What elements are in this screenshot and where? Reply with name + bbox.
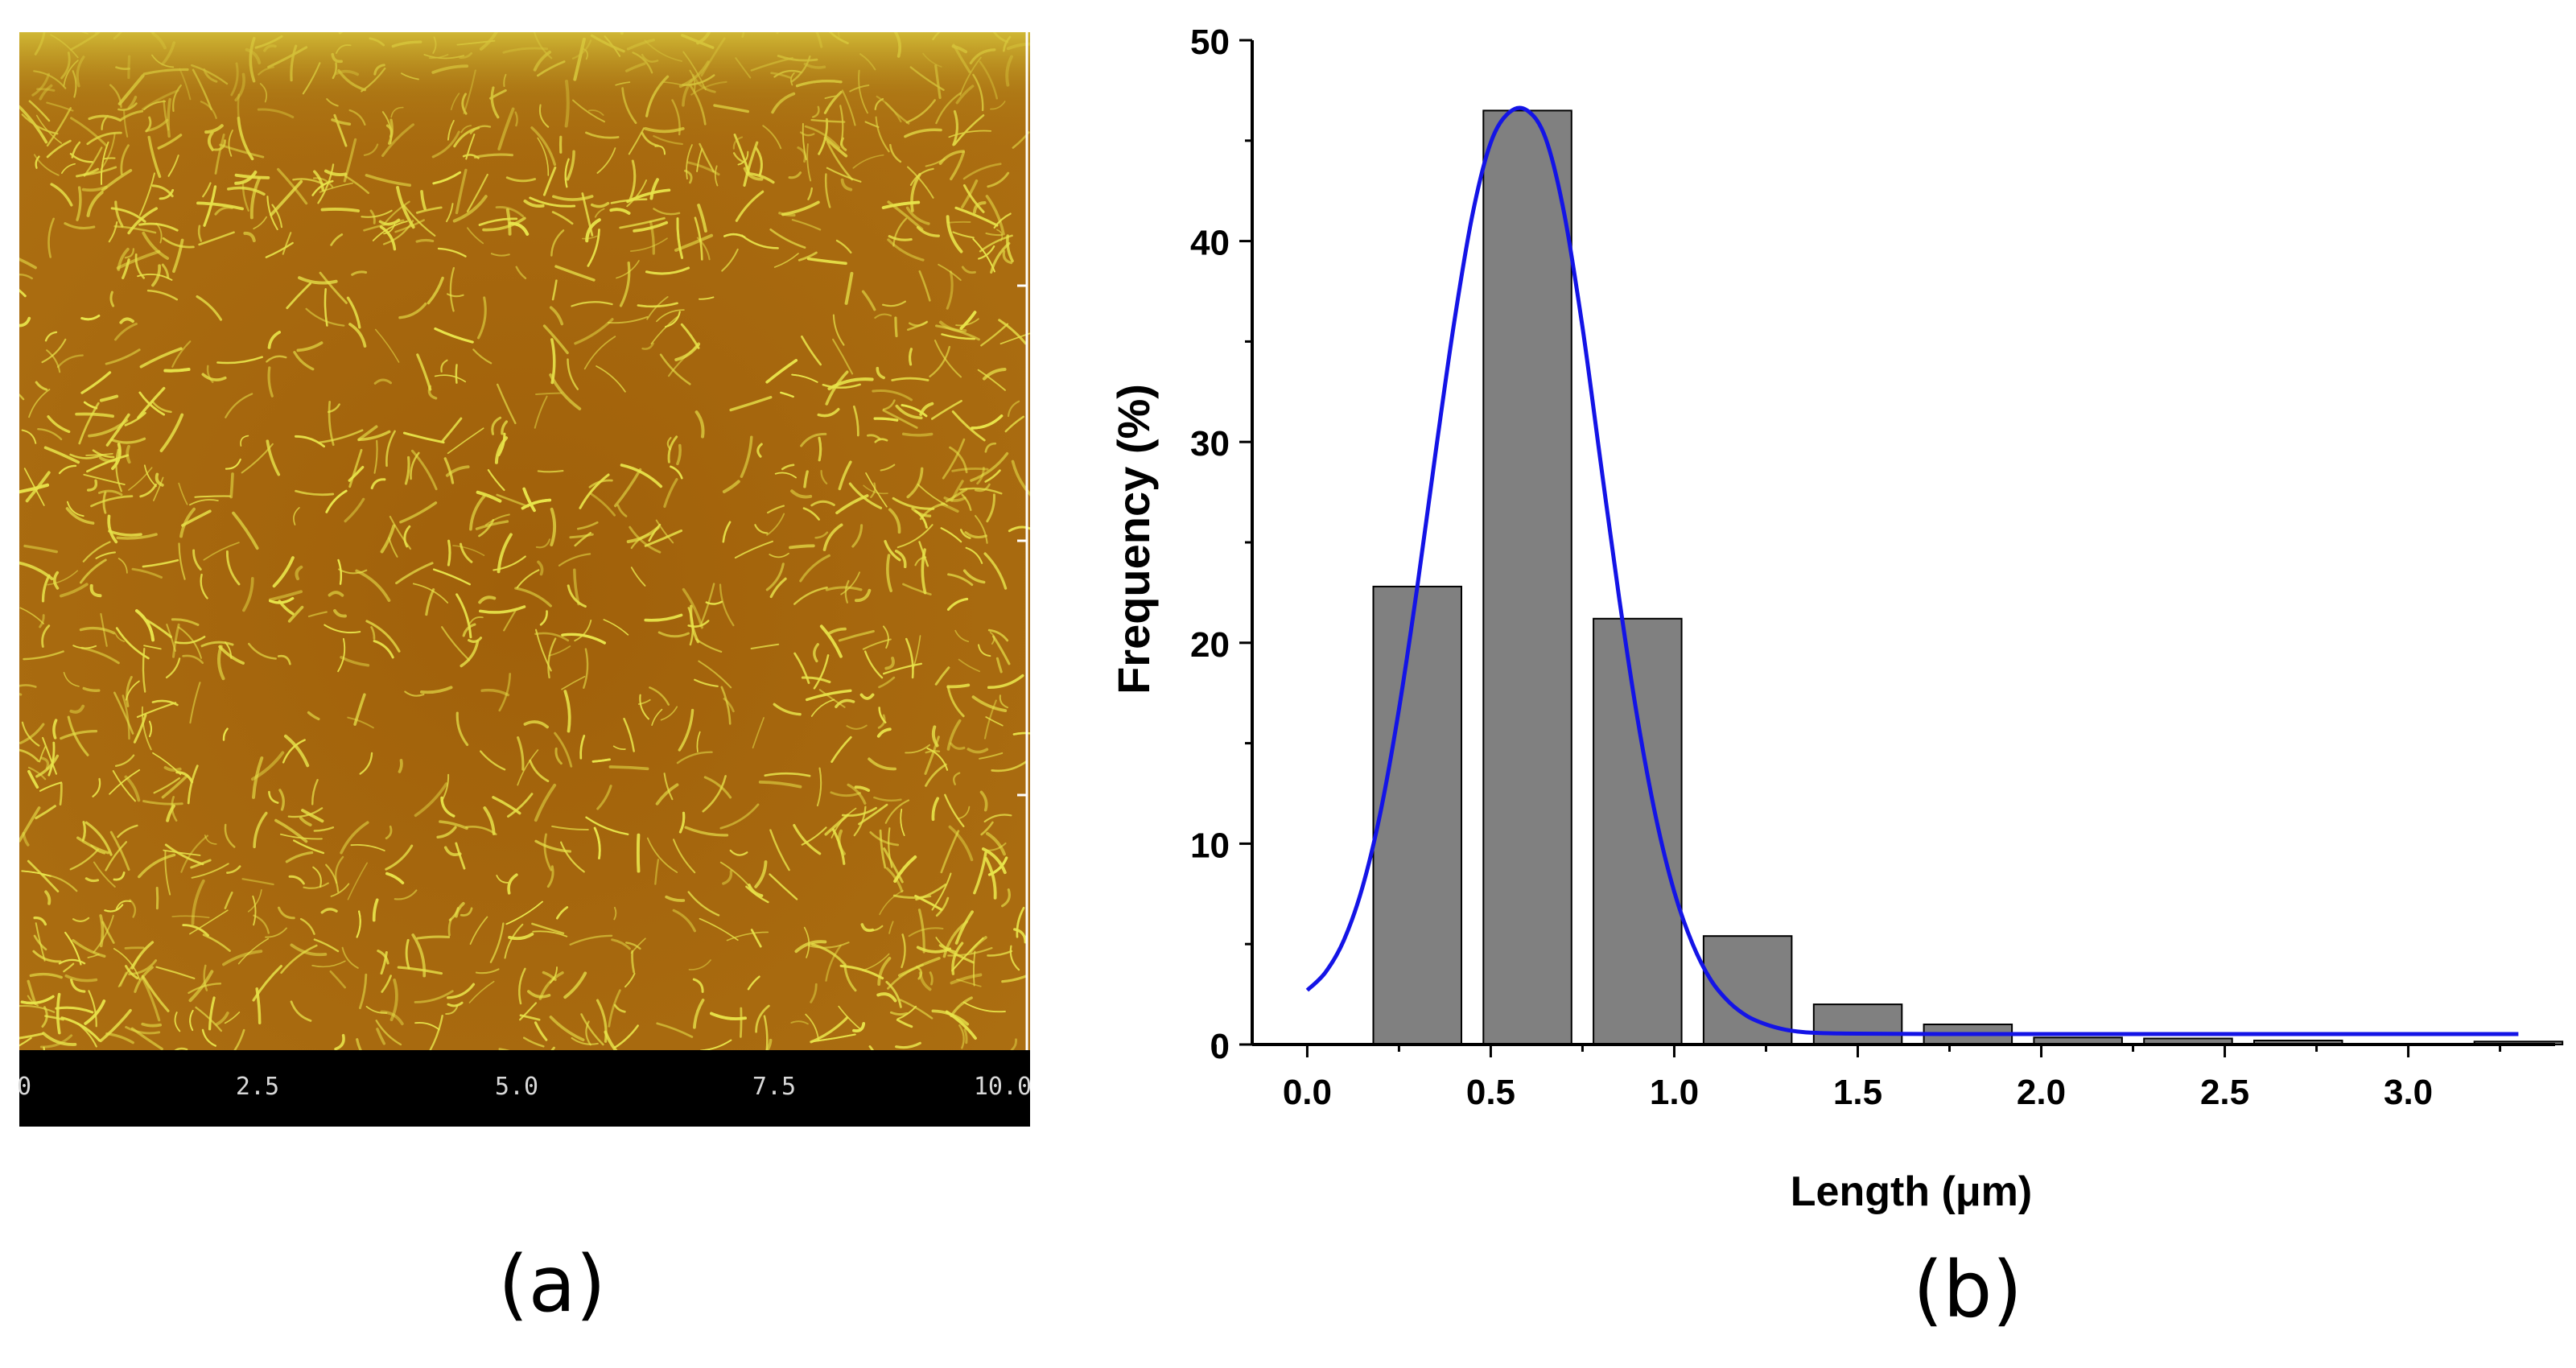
- x-tick-label: 1.0: [1650, 1073, 1699, 1112]
- histogram-tick-labels: 0 10 20 30 40 50 0.0 0.5 1.0 1.5 2.0 2.5 3.0: [1190, 23, 2433, 1112]
- x-tick-label: 3.0: [2384, 1073, 2433, 1112]
- y-tick-label: 30: [1190, 424, 1230, 464]
- fit-curve: [1305, 105, 2519, 1036]
- afm-tick-5-0: 5.0: [494, 1073, 539, 1101]
- x-tick-label: 0.0: [1283, 1073, 1332, 1112]
- y-tick-label: 10: [1190, 826, 1230, 865]
- afm-tick-0: 0: [16, 1073, 32, 1101]
- y-tick-label: 0: [1210, 1027, 1230, 1066]
- y-axis-label: Frequency (%): [1108, 384, 1159, 694]
- x-tick-label: 0.5: [1466, 1073, 1515, 1112]
- afm-image: [19, 32, 1030, 1050]
- histogram-bar-2: [1593, 617, 1683, 1045]
- afm-right-axis: [1017, 32, 1028, 1050]
- afm-top-glow: [19, 32, 1030, 1050]
- afm-tick-10: 10.0: [973, 1073, 1032, 1101]
- afm-panel: 0 2.5 5.0 7.5 10.0: [16, 32, 1032, 1127]
- y-tick-label: 20: [1190, 625, 1230, 665]
- x-tick-label: 2.5: [2200, 1073, 2249, 1112]
- histogram-bar-1: [1482, 109, 1572, 1045]
- histogram-bar-0: [1372, 585, 1462, 1045]
- x-axis-label: Length (μm): [1791, 1168, 2032, 1215]
- panel-label-a: (a): [498, 1239, 606, 1329]
- x-tick-label: 2.0: [2017, 1073, 2066, 1112]
- y-tick-label: 50: [1190, 23, 1230, 62]
- panel-label-b: (b): [1913, 1245, 2022, 1335]
- afm-scalebar: 0 2.5 5.0 7.5 10.0: [16, 1050, 1032, 1127]
- histogram-bar-4: [1812, 1003, 1903, 1045]
- histogram-ticks: [1214, 39, 2502, 1057]
- histogram-bars: [1372, 109, 2564, 1046]
- x-tick-label: 1.5: [1833, 1073, 1882, 1112]
- afm-tick-2-5: 2.5: [235, 1073, 280, 1101]
- y-tick-label: 40: [1190, 224, 1230, 263]
- afm-tick-7-5: 7.5: [752, 1073, 797, 1101]
